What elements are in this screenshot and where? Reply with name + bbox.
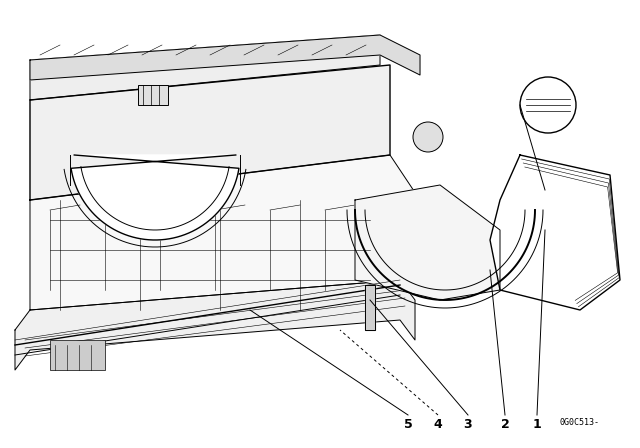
Polygon shape bbox=[71, 155, 239, 240]
Text: 3: 3 bbox=[464, 418, 472, 431]
Circle shape bbox=[413, 122, 443, 152]
Polygon shape bbox=[355, 185, 500, 300]
Text: 0G0C513-: 0G0C513- bbox=[560, 418, 600, 426]
Text: 1: 1 bbox=[532, 418, 541, 431]
Bar bbox=[50, 340, 105, 370]
Polygon shape bbox=[30, 155, 420, 310]
Text: 4: 4 bbox=[434, 418, 442, 431]
Polygon shape bbox=[30, 65, 390, 200]
Text: 5: 5 bbox=[404, 418, 412, 431]
Polygon shape bbox=[490, 155, 620, 310]
Bar bbox=[138, 85, 168, 105]
Polygon shape bbox=[30, 35, 420, 80]
Polygon shape bbox=[30, 35, 380, 100]
Polygon shape bbox=[365, 285, 375, 330]
Polygon shape bbox=[15, 280, 415, 370]
Circle shape bbox=[520, 77, 576, 133]
Text: 2: 2 bbox=[500, 418, 509, 431]
